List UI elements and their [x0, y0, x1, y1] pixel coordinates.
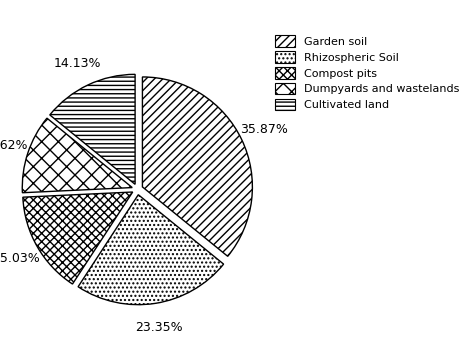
Text: 23.35%: 23.35%: [135, 321, 183, 334]
Wedge shape: [78, 195, 224, 305]
Wedge shape: [22, 118, 132, 193]
Wedge shape: [50, 74, 135, 184]
Wedge shape: [142, 77, 252, 256]
Text: 11.62%: 11.62%: [0, 139, 28, 152]
Text: 35.87%: 35.87%: [240, 123, 288, 136]
Wedge shape: [23, 192, 133, 284]
Text: 14.13%: 14.13%: [54, 57, 101, 70]
Text: 15.03%: 15.03%: [0, 252, 40, 265]
Legend: Garden soil, Rhizospheric Soil, Compost pits, Dumpyards and wastelands, Cultivat: Garden soil, Rhizospheric Soil, Compost …: [275, 35, 459, 110]
